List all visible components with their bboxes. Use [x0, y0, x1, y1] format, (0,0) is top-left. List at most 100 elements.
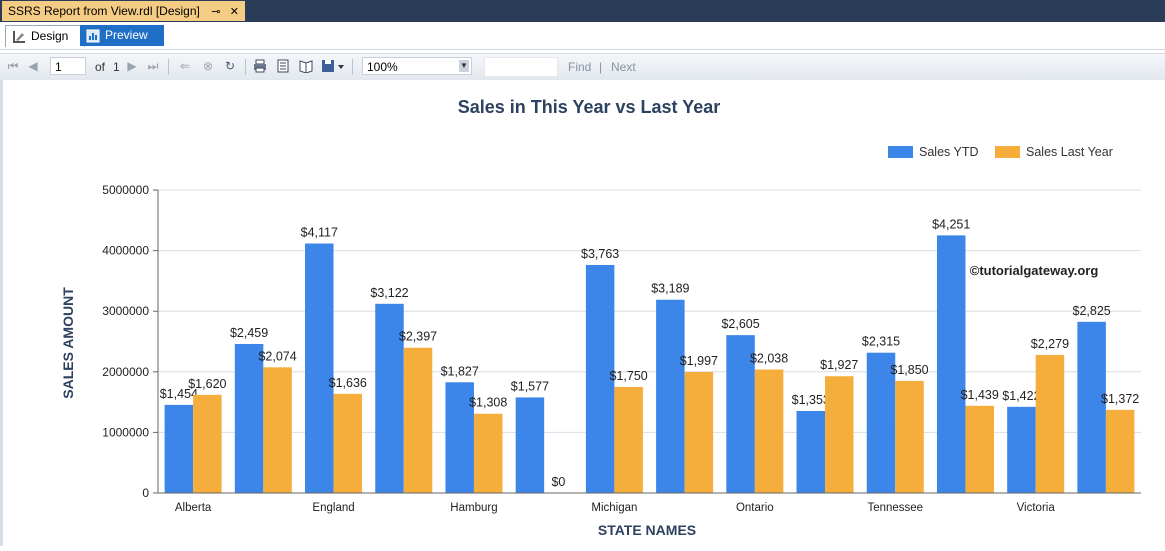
bar	[305, 243, 334, 493]
y-axis-label: SALES AMOUNT	[60, 287, 76, 399]
close-icon[interactable]: ✕	[229, 6, 239, 18]
data-label: $1,827	[441, 364, 479, 378]
page-number-input[interactable]: 1	[50, 57, 86, 75]
zoom-select[interactable]: 100% ▼	[362, 57, 472, 75]
axes: 0 1000000 2000000 3000000 4000000 5000000 Albe…	[102, 183, 1141, 514]
refresh-icon[interactable]: ↻	[224, 59, 236, 73]
page-of-label: of	[95, 60, 106, 74]
data-label: $1,850	[890, 363, 928, 377]
legend-swatch	[888, 146, 913, 158]
next-button[interactable]: Next	[611, 60, 636, 74]
y-tick-label: 1000000	[102, 425, 149, 439]
tab-design-label: Design	[31, 29, 69, 43]
chart-title: Sales in This Year vs Last Year	[458, 97, 721, 117]
data-label: $4,251	[932, 217, 970, 231]
y-tick-label: 4000000	[102, 244, 149, 258]
bar	[234, 343, 264, 493]
report-canvas: Sales in This Year vs Last Year ©tutoria…	[0, 80, 1165, 546]
page-setup-icon[interactable]	[299, 59, 313, 74]
bar	[656, 299, 685, 493]
bar	[193, 394, 222, 493]
bar-chart: Sales in This Year vs Last Year ©tutoria…	[60, 97, 1141, 538]
print-icon[interactable]	[253, 59, 267, 73]
data-label: $1,422	[1002, 389, 1040, 403]
export-icon[interactable]	[321, 59, 345, 73]
chevron-down-icon[interactable]: ▼	[459, 60, 469, 72]
bar	[614, 386, 643, 493]
x-tick-label: Alberta	[175, 502, 212, 514]
bar	[754, 369, 784, 493]
x-tick-label: England	[312, 502, 354, 514]
data-label: $1,308	[469, 396, 507, 410]
bar	[895, 380, 924, 493]
data-label: $1,577	[511, 379, 549, 393]
data-label: $1,353	[792, 393, 830, 407]
mode-tab-bar: Design Preview	[0, 22, 1165, 50]
y-tick-label: 3000000	[102, 304, 149, 318]
zoom-value: 100%	[367, 60, 398, 74]
design-icon	[12, 30, 26, 44]
bar	[936, 235, 966, 493]
legend: Sales YTD Sales Last Year	[888, 145, 1113, 159]
toolbar-separator	[245, 59, 246, 75]
data-label: $1,439	[961, 388, 999, 402]
data-label: $2,315	[862, 335, 900, 349]
legend-label: Sales Last Year	[1026, 145, 1113, 159]
document-tab[interactable]: SSRS Report from View.rdl [Design] ⊸ ✕	[2, 1, 245, 21]
data-label: $1,620	[188, 377, 226, 391]
data-label: $2,279	[1031, 337, 1069, 351]
data-label: $1,372	[1101, 392, 1139, 406]
bar	[445, 382, 474, 493]
document-tab-bar: SSRS Report from View.rdl [Design] ⊸ ✕	[0, 0, 1165, 22]
data-label: $4,117	[301, 226, 338, 240]
back-icon[interactable]: ⇐	[179, 59, 191, 73]
data-label: $1,454	[160, 387, 198, 401]
watermark: ©tutorialgateway.org	[970, 263, 1099, 278]
bar	[263, 367, 292, 493]
next-page-icon[interactable]: ▶	[127, 59, 137, 73]
bar	[726, 335, 755, 493]
tab-design[interactable]: Design	[5, 25, 85, 47]
data-label: $2,038	[750, 351, 788, 365]
data-label: $3,122	[370, 286, 408, 300]
toolbar-separator: |	[599, 60, 603, 74]
x-tick-label: Tennessee	[867, 502, 923, 514]
find-button[interactable]: Find	[568, 60, 592, 74]
tab-preview[interactable]: Preview	[80, 25, 164, 46]
data-label: $2,459	[230, 326, 268, 340]
x-axis-label: STATE NAMES	[598, 522, 696, 538]
first-page-icon[interactable]: ⏮	[7, 59, 19, 73]
bar	[473, 413, 503, 493]
toolbar-separator	[352, 59, 353, 75]
y-tick-label: 2000000	[102, 365, 149, 379]
preview-icon	[86, 29, 100, 43]
legend-swatch	[995, 146, 1020, 158]
stop-icon[interactable]: ⊗	[202, 59, 214, 73]
bar	[515, 397, 545, 493]
bar	[333, 393, 363, 493]
bar	[1077, 321, 1106, 493]
data-label: $1,636	[329, 376, 367, 390]
x-tick-label: Victoria	[1017, 502, 1056, 514]
data-label: $2,397	[399, 330, 437, 344]
data-label: $3,189	[651, 282, 689, 296]
x-tick-label: Hamburg	[450, 502, 497, 514]
legend-label: Sales YTD	[919, 145, 979, 159]
report-toolbar: ⏮ ◀ 1 of 1 ▶ ⏭ ⇐ ⊗ ↻ 100% ▼ Find | Next	[0, 53, 1165, 81]
find-input[interactable]	[484, 57, 558, 77]
document-tab-title: SSRS Report from View.rdl [Design]	[8, 4, 200, 18]
print-layout-icon[interactable]	[276, 59, 290, 73]
bar	[965, 405, 994, 493]
data-label: $1,750	[610, 369, 648, 383]
data-label: $2,605	[721, 317, 759, 331]
data-label: $2,825	[1073, 304, 1111, 318]
data-label: $1,997	[680, 354, 718, 368]
bar	[164, 404, 194, 493]
bar	[375, 303, 404, 493]
bar	[684, 371, 714, 493]
previous-page-icon[interactable]: ◀	[28, 59, 38, 73]
last-page-icon[interactable]: ⏭	[147, 59, 159, 73]
toolbar-separator	[168, 59, 169, 75]
pin-icon[interactable]: ⊸	[211, 6, 221, 18]
bars: $1,454$1,620 $2,459 $2,074 $4,117 $1,636 $3,1…	[160, 217, 1139, 493]
